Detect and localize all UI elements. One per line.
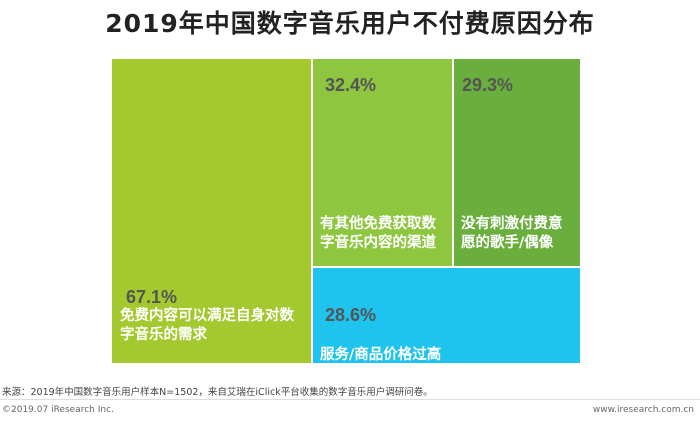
- tile-category-label: 免费内容可以满足自身对数: [120, 306, 294, 324]
- tile-rect: [313, 268, 580, 363]
- tile-value-label: 32.4%: [325, 75, 376, 95]
- tile-category-label: 字音乐内容的渠道: [320, 233, 436, 251]
- tile-category-label: 字音乐的需求: [120, 325, 207, 343]
- tile-category-label: 没有刺激付费意: [461, 214, 563, 232]
- tile-rect: [454, 59, 580, 266]
- tile-value-label: 29.3%: [462, 75, 513, 95]
- tile-value-label: 28.6%: [325, 305, 376, 325]
- footer-divider: [0, 399, 700, 400]
- tile-category-label: 服务/商品价格过高: [320, 345, 441, 363]
- website-link[interactable]: www.iresearch.com.cn: [592, 405, 694, 415]
- tile-category-label: 愿的歌手/偶像: [461, 233, 554, 251]
- treemap-tile: 28.6% 服务/商品价格过高: [313, 268, 580, 363]
- tile-category-label: 有其他免费获取数: [320, 214, 436, 232]
- chart-title: 2019年中国数字音乐用户不付费原因分布: [105, 9, 595, 38]
- tile-rect: [313, 59, 452, 266]
- tile-rect: [112, 59, 311, 363]
- source-note: 来源：2019年中国数字音乐用户样本N=1502，来自艾瑞在iClick平台收集…: [2, 387, 433, 398]
- copyright-text: ©2019.07 iResearch Inc.: [2, 405, 114, 415]
- tile-value-label: 67.1%: [126, 287, 177, 307]
